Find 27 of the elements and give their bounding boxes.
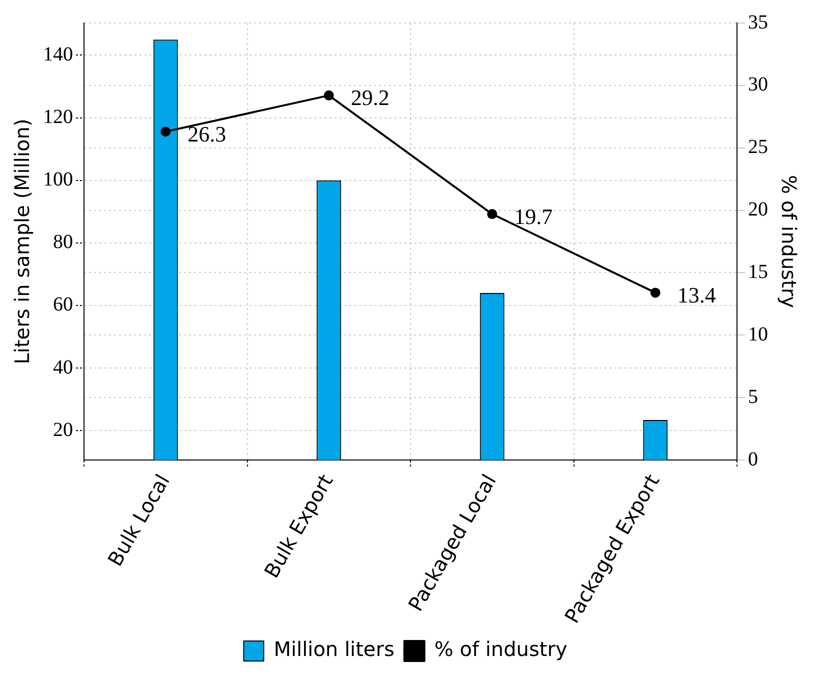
y2-axis-title: % of industry [776, 175, 801, 308]
y-tick-label: 80 [53, 231, 73, 254]
y2-tick-label: 5 [748, 386, 758, 408]
y-tick-label: 120 [43, 106, 73, 128]
y-tick-label: 40 [53, 356, 73, 378]
data-label: 13.4 [677, 282, 716, 308]
point [160, 126, 171, 137]
y2-tick-label: 25 [748, 136, 768, 158]
y-tick-label: 100 [43, 168, 73, 191]
y2-tick-label: 0 [748, 448, 758, 470]
data-label: 26.3 [188, 121, 226, 146]
point [487, 209, 498, 220]
legend-label: Million liters [274, 637, 394, 662]
y2-tick-label: 10 [748, 323, 768, 346]
point [324, 90, 334, 100]
y2-tick-label: 35 [748, 11, 768, 34]
legend-label: % of industry [434, 637, 568, 662]
y-tick-label: 140 [43, 43, 73, 66]
data-label: 29.2 [350, 85, 390, 110]
y-axis-title: Liters in sample (Million) [10, 118, 34, 364]
y-tick-label: 20 [53, 418, 73, 441]
y2-tick-label: 30 [748, 74, 768, 96]
y-tick-label: 60 [53, 294, 73, 316]
data-label: 19.7 [514, 204, 553, 229]
y2-tick-label: 20 [748, 198, 768, 221]
point [650, 288, 660, 298]
y2-tick-label: 15 [748, 260, 768, 283]
